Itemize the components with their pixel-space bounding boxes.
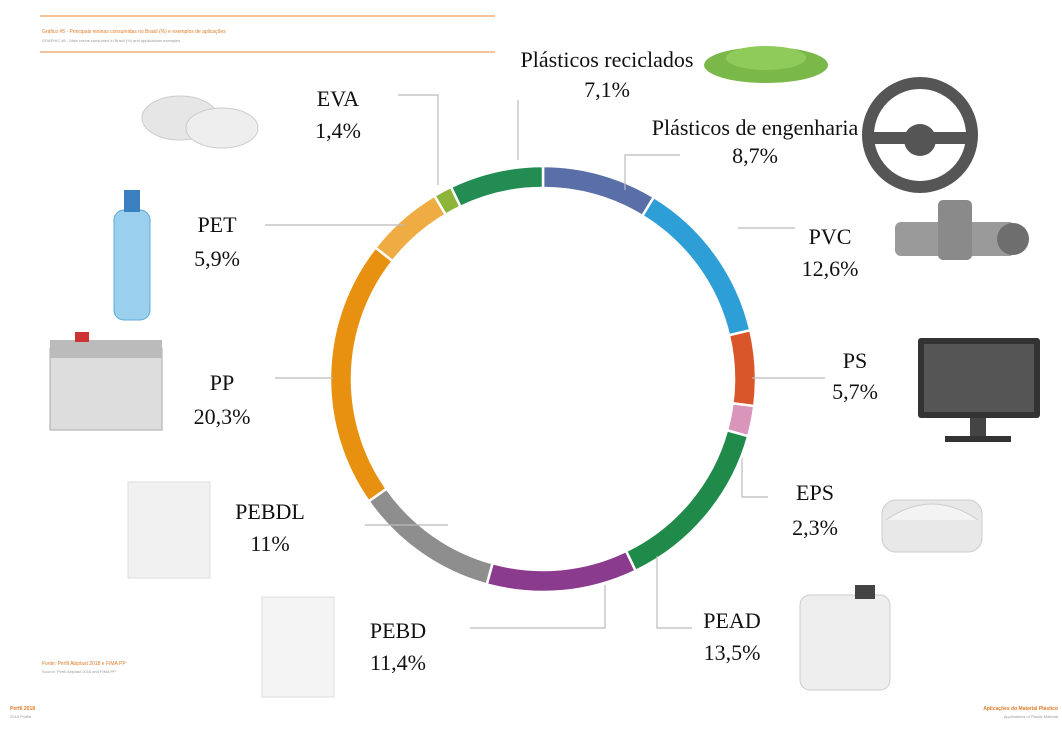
plastic-film-image <box>261 596 335 698</box>
leader-line <box>470 585 606 629</box>
leader-line <box>398 94 439 185</box>
leader-line <box>656 556 692 629</box>
footer-left: Perfil 2018 <box>10 706 35 712</box>
donut-segment <box>485 549 638 594</box>
segment-name: PEAD <box>703 608 760 633</box>
segment-value: 2,3% <box>792 515 838 540</box>
segment-value: 13,5% <box>704 640 761 665</box>
segment-value: 11% <box>250 531 290 556</box>
donut-segment <box>366 486 495 586</box>
pipe-image <box>895 200 1029 260</box>
monitor-image <box>918 338 1040 442</box>
chart-subtitle: GRAPHIC #5 - Main resins consumed in Bra… <box>42 38 180 43</box>
footer-right-en: Applications of Plastic Material <box>1004 714 1058 719</box>
segment-name: PET <box>197 212 237 237</box>
segment-name: EPS <box>796 480 834 505</box>
segment-name: PS <box>843 348 867 373</box>
donut-segment <box>727 328 758 408</box>
segment-value: 5,9% <box>194 246 240 271</box>
segment-name: PEBDL <box>235 499 305 524</box>
jerrycan-image <box>799 585 891 691</box>
segment-value: 12,6% <box>802 256 859 281</box>
foam-box-image <box>881 499 983 553</box>
segment-name: PVC <box>809 224 852 249</box>
segment-value: 8,7% <box>732 143 778 168</box>
segment-value: 20,3% <box>194 404 251 429</box>
sandals-image <box>141 95 259 149</box>
donut-segment <box>624 428 750 573</box>
segment-name: PP <box>210 370 234 395</box>
pellets-image <box>704 46 828 83</box>
segment-value: 11,4% <box>370 650 426 675</box>
segment-name: PEBD <box>370 618 426 643</box>
source: Fonte: Perfil Abiplast 2018 e FIMA PP <box>42 661 126 667</box>
segment-value: 7,1% <box>584 77 630 102</box>
battery-image <box>49 332 163 431</box>
leader-line <box>624 154 680 190</box>
leader-line <box>741 450 768 498</box>
segment-name: EVA <box>317 86 359 111</box>
segment-name: Plásticos de engenharia <box>652 115 859 140</box>
footer-left-en: 2018 Profile <box>10 714 32 719</box>
source-en: Source: Perfil Abiplast 2018 and FIMA PP <box>42 669 116 674</box>
donut-segment <box>373 194 448 263</box>
steering-wheel-image <box>862 77 978 193</box>
donut-segment <box>640 195 752 337</box>
bottle-image <box>113 190 151 321</box>
segment-value: 5,7% <box>832 379 878 404</box>
segment-name: Plásticos reciclados <box>521 47 694 72</box>
donut-segment <box>328 245 395 504</box>
segment-value: 1,4% <box>315 118 361 143</box>
bag-image <box>127 481 211 579</box>
chart-title: Gráfico #5 - Principais resinas consumid… <box>42 29 226 35</box>
donut-segment <box>449 164 545 209</box>
donut-segment <box>541 164 656 218</box>
footer-right: Aplicações do Material Plástico <box>983 706 1058 712</box>
